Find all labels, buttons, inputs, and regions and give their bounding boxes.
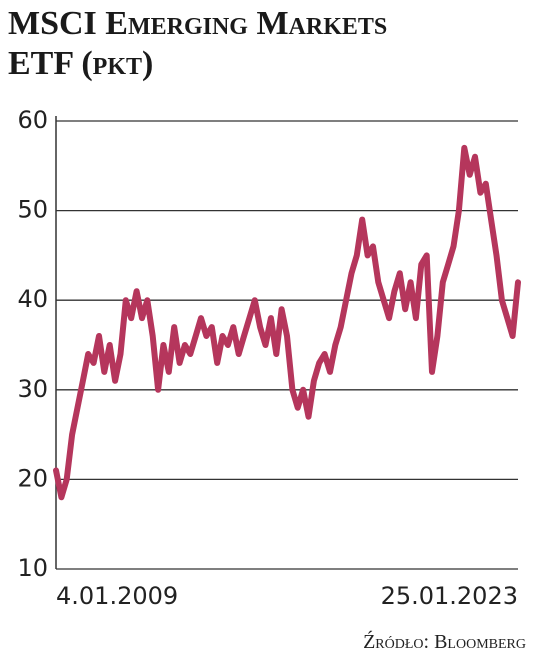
y-tick-label: 20 bbox=[17, 464, 48, 492]
chart-title: MSCI Emerging Markets bbox=[8, 5, 387, 42]
source: Źródło: Bloomberg bbox=[363, 630, 526, 653]
y-tick-label: 60 bbox=[17, 106, 48, 134]
x-tick-label: 4.01.2009 bbox=[56, 582, 178, 610]
y-tick-label: 50 bbox=[17, 196, 48, 224]
line bbox=[53, 144, 521, 501]
chart-title: ETF (pkt) bbox=[8, 45, 153, 82]
y-tick-label: 10 bbox=[17, 554, 48, 582]
y-tick-label: 40 bbox=[17, 285, 48, 313]
y-tick-label: 30 bbox=[17, 375, 48, 403]
x-tick-label: 25.01.2023 bbox=[381, 582, 518, 610]
